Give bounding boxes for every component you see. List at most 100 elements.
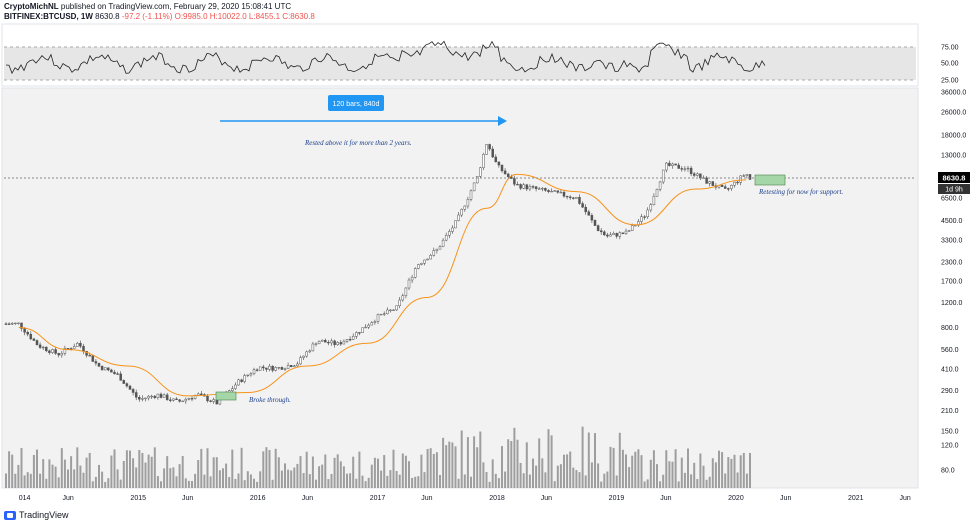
volume-bar [411,477,414,488]
volume-bar [417,476,420,488]
candle-body [283,368,287,370]
candle-body [48,350,51,353]
volume-bar [135,467,138,488]
volume-bar [463,474,466,488]
candle-body [17,322,20,324]
x-tick-label: 2017 [370,495,386,502]
volume-bar [175,476,178,488]
candle-body [258,366,262,371]
candle-body [181,400,184,403]
range-box[interactable] [328,95,384,111]
volume-bar [575,470,578,488]
candle-body [482,154,485,169]
candle-body [506,173,510,178]
candle-body [420,263,423,265]
annotation-rested[interactable]: Rested above it for more than 2 years. [304,139,412,147]
candle-body [544,188,547,191]
candle-body [466,199,470,207]
volume-bar [346,473,348,488]
candle-body [237,379,240,386]
author-name[interactable]: CryptoMichNL [4,2,59,11]
x-tick-label: 014 [19,495,31,502]
volume-bar [200,448,203,488]
volume-bar [367,477,370,488]
candle-body [296,363,299,367]
candle-body [404,287,408,296]
volume-bar [504,471,507,488]
candle-body [175,398,178,400]
annotation-retesting[interactable]: Retesting for now for support. [758,188,843,196]
volume-bar [129,450,131,488]
volume-bar [572,467,575,488]
x-tick-label: Jun [900,495,911,502]
candle-body [547,190,550,192]
volume-bar [88,452,91,488]
volume-bar [398,474,401,488]
candle-body [395,305,398,311]
volume-bar [693,462,696,488]
candle-body [144,397,147,400]
volume-bar [51,464,54,488]
candle-body [209,400,212,402]
price-axis-label-text: 8630.8 [943,174,966,183]
volume-bar [32,454,35,488]
volume-bar [163,468,166,488]
volume-bar [652,450,655,488]
x-tick-label: Jun [660,495,671,502]
volume-bar [476,447,479,488]
published-text: published on TradingView.com, February 2… [60,2,292,11]
volume-bar [528,474,531,488]
candle-body [609,234,612,237]
volume-bar [442,437,445,488]
volume-bar [98,464,100,488]
volume-bar [29,473,32,488]
candle-body [494,156,498,163]
y-tick-label: 1200.0 [941,300,963,307]
y-tick-label: 3300.0 [941,237,963,244]
volume-bar [256,481,259,488]
y-tick-label: 800.0 [941,325,959,332]
volume-bar [138,449,141,488]
volume-bar [191,480,193,488]
candle-body [665,162,668,171]
volume-bar [404,455,407,488]
candle-body [475,176,479,184]
tradingview-logo-icon [4,510,16,520]
candle-body [308,350,312,353]
volume-bar [321,464,324,488]
countdown-label-text: 1d 9h [945,187,963,194]
candle-body [438,246,442,250]
breakout-box[interactable] [215,391,237,401]
annotation-broke[interactable]: Broke through. [249,396,291,404]
volume-bar [76,447,79,488]
rsi-tick-label: 25.00 [941,78,959,85]
candle-body [519,184,522,189]
moving-average-line [18,173,747,397]
candle-body [320,339,324,342]
candle-body [10,323,14,325]
volume-bar [110,455,113,488]
candle-body [686,167,690,170]
volume-bar [491,459,494,488]
candle-body [289,365,293,368]
candle-body [305,351,308,357]
volume-bar [420,454,423,488]
candle-body [100,366,104,371]
candle-body [333,340,336,345]
volume-bar [302,473,305,488]
symbol-label[interactable]: BITFINEX:BTCUSD, 1W [4,12,93,21]
tradingview-footer[interactable]: TradingView [4,510,69,520]
volume-bar [203,474,206,488]
candle-body [491,148,494,158]
candle-body [302,355,305,358]
volume-bar [550,435,553,488]
volume-bar [327,479,330,488]
volume-bar [160,481,162,488]
volume-bar [687,448,689,488]
candle-body [392,309,395,311]
candle-body [612,233,615,236]
volume-bar [315,479,317,488]
volume-bar [445,445,448,488]
support-box[interactable] [754,174,786,186]
